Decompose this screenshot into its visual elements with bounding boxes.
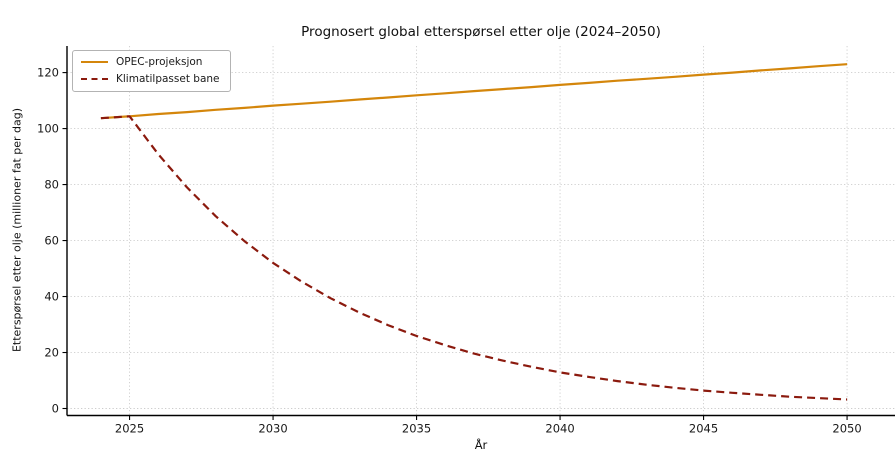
y-tick-label: 0 <box>52 402 59 416</box>
y-tick-label: 80 <box>44 178 59 192</box>
x-tick-label: 2040 <box>545 422 574 436</box>
legend-label-klimat: Klimatilpasset bane <box>116 73 220 85</box>
series-line-klimat <box>100 115 848 401</box>
chart-title: Prognosert global etterspørsel etter olj… <box>301 24 661 40</box>
x-tick-label: 2035 <box>402 422 431 436</box>
y-tick-label: 120 <box>37 66 59 80</box>
opec-line-swatch <box>81 61 108 63</box>
x-tick-label: 2050 <box>832 422 861 436</box>
legend-entry-klimat: Klimatilpasset bane <box>81 73 220 85</box>
series-line-opec <box>100 63 848 120</box>
y-tick-label: 40 <box>44 290 59 304</box>
legend-label-opec: OPEC-projeksjon <box>116 56 203 68</box>
y-tick-label: 20 <box>44 346 59 360</box>
legend: OPEC-projeksjon Klimatilpasset bane <box>72 50 231 92</box>
x-tick-label: 2030 <box>258 422 287 436</box>
legend-entry-opec: OPEC-projeksjon <box>81 56 220 68</box>
klimat-line-swatch <box>81 78 108 80</box>
y-tick-label: 60 <box>44 234 59 248</box>
y-tick-label: 100 <box>37 122 59 136</box>
x-axis-label: År <box>474 438 488 452</box>
x-tick-label: 2045 <box>689 422 718 436</box>
x-tick-label: 2025 <box>115 422 144 436</box>
